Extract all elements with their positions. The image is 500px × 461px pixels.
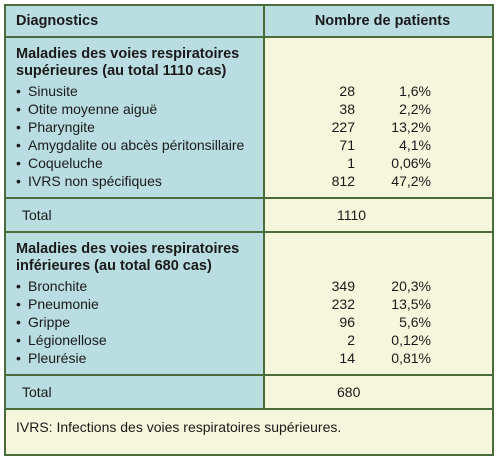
section-lower-title-line2: inférieures (au total 680 cas)	[16, 258, 212, 274]
table-row: • Coqueluche 1 0,06%	[6, 154, 492, 172]
lower-item-percent: 0,12%	[391, 332, 431, 348]
section-upper-title-row: Maladies des voies respiratoires supérie…	[6, 37, 492, 82]
upper-item-percent: 2,2%	[399, 101, 431, 117]
bullet-icon: •	[16, 83, 21, 99]
section-upper-title-line2: supérieures (au total 1110 cas)	[16, 63, 227, 79]
upper-item-label: IVRS non spécifiques	[28, 173, 162, 189]
header-diagnostics: Diagnostics	[6, 6, 265, 38]
upper-item-count: 812	[331, 173, 355, 189]
upper-item-label: Pharyngite	[28, 119, 95, 135]
upper-item-label: Sinusite	[28, 83, 78, 99]
upper-total-value: 1110	[337, 207, 367, 223]
upper-item-count: 71	[339, 137, 355, 153]
bullet-icon: •	[16, 278, 21, 294]
upper-item-percent: 47,2%	[391, 173, 431, 189]
lower-item-label: Bronchite	[28, 278, 88, 294]
bullet-icon: •	[16, 119, 21, 135]
upper-item-label: Otite moyenne aiguë	[28, 101, 158, 117]
lower-item-count: 232	[331, 296, 355, 312]
bullet-icon: •	[16, 137, 21, 153]
table-row: • Pharyngite 227 13,2%	[6, 118, 492, 136]
lower-item-count: 2	[347, 332, 355, 348]
lower-item-label: Grippe	[28, 314, 71, 330]
bullet-icon: •	[16, 332, 21, 348]
lower-total-value: 680	[337, 384, 361, 400]
table-row: • IVRS non spécifiques 812 47,2%	[6, 172, 492, 198]
bullet-icon: •	[16, 155, 21, 171]
upper-item-label: Coqueluche	[28, 155, 103, 171]
lower-item-label: Pleurésie	[28, 350, 87, 366]
diagnostics-table: Diagnostics Nombre de patients Maladies …	[6, 6, 492, 436]
table-row: • Amygdalite ou abcès péritonsillaire 71 4,…	[6, 136, 492, 154]
bullet-icon: •	[16, 314, 21, 330]
upper-item-percent: 13,2%	[391, 119, 431, 135]
upper-item-count: 1	[347, 155, 355, 171]
footnote-row: IVRS: Infections des voies respiratoires…	[6, 409, 492, 436]
bullet-icon: •	[16, 296, 21, 312]
lower-item-count: 349	[331, 278, 355, 294]
section-lower-title-line1: Maladies des voies respiratoires	[16, 241, 240, 257]
bullet-icon: •	[16, 101, 21, 117]
section-upper-title-line1: Maladies des voies respiratoires	[16, 46, 240, 62]
lower-total-label: Total	[6, 374, 265, 410]
lower-item-count: 96	[339, 314, 355, 330]
table-row: • Grippe 96 5,6%	[6, 313, 492, 331]
upper-total-row: Total 1110	[6, 197, 492, 233]
lower-total-row: Total 680	[6, 374, 492, 410]
table-row: • Otite moyenne aiguë 38 2,2%	[6, 100, 492, 118]
upper-item-count: 38	[339, 101, 355, 117]
footnote: IVRS: Infections des voies respiratoires…	[6, 409, 492, 436]
header-patients: Nombre de patients	[264, 6, 492, 38]
lower-item-percent: 5,6%	[399, 314, 431, 330]
table-row: • Légionellose 2 0,12%	[6, 331, 492, 349]
upper-total-label: Total	[6, 197, 265, 233]
upper-item-percent: 1,6%	[399, 83, 431, 99]
lower-item-label: Légionellose	[28, 332, 107, 348]
lower-item-percent: 20,3%	[391, 278, 431, 294]
bullet-icon: •	[16, 173, 21, 189]
table-row: • Pneumonie 232 13,5%	[6, 295, 492, 313]
table-row: • Sinusite 28 1,6%	[6, 82, 492, 100]
upper-item-count: 28	[339, 83, 355, 99]
upper-item-percent: 0,06%	[391, 155, 431, 171]
table-row: • Pleurésie 14 0,81%	[6, 349, 492, 375]
section-lower-title-row: Maladies des voies respiratoires inférie…	[6, 232, 492, 277]
diagnostics-table-frame: Diagnostics Nombre de patients Maladies …	[4, 4, 494, 456]
lower-item-percent: 0,81%	[391, 350, 431, 366]
upper-item-percent: 4,1%	[399, 137, 431, 153]
table-row: • Bronchite 349 20,3%	[6, 277, 492, 295]
bullet-icon: •	[16, 350, 21, 366]
lower-item-count: 14	[339, 350, 355, 366]
table-header-row: Diagnostics Nombre de patients	[6, 6, 492, 38]
lower-item-percent: 13,5%	[391, 296, 431, 312]
upper-item-label: Amygdalite ou abcès péritonsillaire	[28, 137, 245, 153]
lower-item-label: Pneumonie	[28, 296, 99, 312]
upper-item-count: 227	[331, 119, 355, 135]
